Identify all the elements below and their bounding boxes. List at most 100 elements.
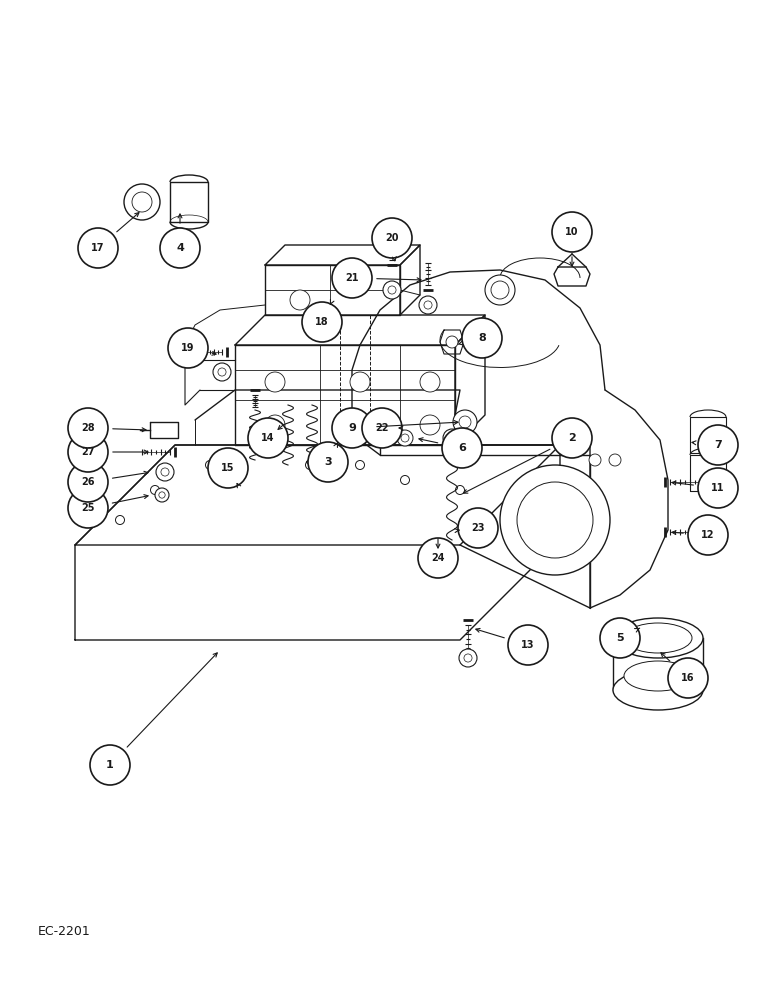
Circle shape (500, 465, 610, 575)
Circle shape (462, 318, 502, 358)
Circle shape (420, 372, 440, 392)
Text: 25: 25 (81, 503, 95, 513)
Circle shape (372, 218, 412, 258)
Circle shape (419, 296, 437, 314)
Circle shape (609, 454, 621, 466)
Circle shape (401, 476, 409, 485)
Circle shape (160, 228, 200, 268)
Circle shape (68, 488, 108, 528)
Ellipse shape (613, 670, 703, 710)
Circle shape (290, 290, 310, 310)
Text: 19: 19 (181, 343, 195, 353)
Circle shape (453, 410, 477, 434)
Circle shape (332, 408, 372, 448)
Circle shape (265, 372, 285, 392)
Circle shape (459, 417, 470, 427)
Circle shape (168, 328, 208, 368)
Text: 27: 27 (81, 447, 95, 457)
Text: 20: 20 (385, 233, 399, 243)
Ellipse shape (624, 661, 692, 691)
Circle shape (156, 463, 174, 481)
Text: 5: 5 (616, 633, 624, 643)
Circle shape (218, 368, 226, 376)
Circle shape (458, 508, 498, 548)
Circle shape (383, 281, 401, 299)
Circle shape (517, 482, 593, 558)
Circle shape (248, 418, 288, 458)
Circle shape (508, 625, 548, 665)
Circle shape (151, 486, 160, 495)
Circle shape (362, 408, 402, 448)
Text: 1: 1 (106, 760, 114, 770)
Circle shape (78, 228, 118, 268)
Text: 28: 28 (81, 423, 95, 433)
Circle shape (155, 488, 169, 502)
Circle shape (491, 281, 509, 299)
Circle shape (600, 618, 640, 658)
Text: 6: 6 (458, 443, 466, 453)
Circle shape (332, 258, 372, 298)
Circle shape (132, 192, 152, 212)
Text: 13: 13 (521, 640, 535, 650)
Text: EC-2201: EC-2201 (38, 925, 91, 938)
Circle shape (306, 460, 314, 470)
Circle shape (265, 415, 285, 435)
Circle shape (424, 301, 432, 309)
Circle shape (350, 372, 370, 392)
Circle shape (446, 336, 458, 348)
Circle shape (455, 486, 465, 495)
Circle shape (90, 745, 130, 785)
Text: 21: 21 (345, 273, 359, 283)
Circle shape (213, 363, 231, 381)
Circle shape (552, 418, 592, 458)
Text: 10: 10 (565, 227, 579, 237)
Circle shape (116, 516, 124, 524)
Text: 3: 3 (324, 457, 332, 467)
Text: 26: 26 (81, 477, 95, 487)
Circle shape (68, 462, 108, 502)
Text: 12: 12 (701, 530, 715, 540)
Text: 4: 4 (176, 243, 184, 253)
Circle shape (388, 286, 396, 294)
Circle shape (208, 448, 248, 488)
Circle shape (302, 302, 342, 342)
Text: 18: 18 (315, 317, 329, 327)
Circle shape (552, 212, 592, 252)
Circle shape (401, 434, 409, 442)
Text: 7: 7 (714, 440, 722, 450)
Text: 11: 11 (711, 483, 725, 493)
Circle shape (418, 538, 458, 578)
Circle shape (459, 416, 471, 428)
Circle shape (464, 654, 472, 662)
Circle shape (124, 184, 160, 220)
Circle shape (448, 434, 456, 442)
Circle shape (159, 492, 165, 498)
Circle shape (350, 415, 370, 435)
Circle shape (698, 425, 738, 465)
Text: 15: 15 (222, 463, 235, 473)
Circle shape (698, 468, 738, 508)
Circle shape (459, 649, 477, 667)
Text: 17: 17 (91, 243, 105, 253)
Circle shape (589, 454, 601, 466)
Circle shape (68, 432, 108, 472)
Text: 22: 22 (375, 423, 389, 433)
Text: 8: 8 (478, 333, 486, 343)
Circle shape (443, 429, 461, 447)
Circle shape (68, 408, 108, 448)
Circle shape (205, 460, 215, 470)
Circle shape (442, 428, 482, 468)
Circle shape (397, 430, 413, 446)
Circle shape (308, 442, 348, 482)
Circle shape (688, 515, 728, 555)
Circle shape (668, 658, 708, 698)
Circle shape (161, 468, 169, 476)
Text: 14: 14 (261, 433, 275, 443)
Text: 23: 23 (471, 523, 485, 533)
Text: 9: 9 (348, 423, 356, 433)
Circle shape (420, 415, 440, 435)
Ellipse shape (613, 618, 703, 658)
Ellipse shape (624, 623, 692, 653)
Circle shape (485, 275, 515, 305)
Text: 16: 16 (681, 673, 695, 683)
